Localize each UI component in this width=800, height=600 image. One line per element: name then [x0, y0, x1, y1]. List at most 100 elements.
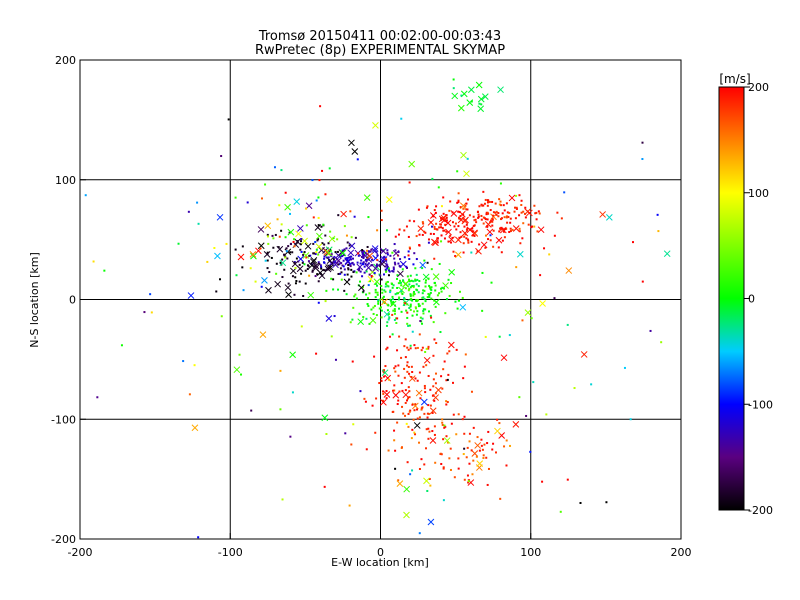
data-point — [285, 247, 288, 250]
data-point — [424, 279, 427, 282]
data-point — [336, 238, 339, 241]
data-point — [376, 284, 379, 287]
data-point — [422, 289, 425, 292]
data-point — [448, 209, 451, 212]
data-point — [187, 210, 190, 213]
data-point — [482, 190, 485, 193]
data-point — [533, 204, 536, 207]
data-point — [411, 428, 414, 431]
data-point-cross — [411, 402, 419, 410]
data-point-cross — [249, 251, 257, 258]
data-point — [484, 335, 487, 338]
data-point — [260, 285, 263, 288]
data-point-cross — [259, 331, 267, 338]
data-point — [283, 254, 286, 257]
data-point — [462, 207, 465, 210]
data-point — [427, 437, 430, 440]
data-point — [468, 440, 471, 443]
data-point — [317, 280, 320, 283]
data-point-cross — [326, 257, 334, 265]
data-point — [291, 251, 294, 254]
data-point — [480, 218, 483, 221]
data-point — [536, 230, 539, 233]
data-point — [429, 388, 432, 391]
data-point — [442, 499, 445, 502]
data-point — [486, 483, 489, 486]
data-point — [300, 272, 303, 275]
data-point — [332, 258, 335, 261]
data-point — [486, 442, 489, 445]
data-point — [451, 236, 454, 239]
data-point — [391, 313, 394, 316]
data-point — [503, 230, 506, 233]
data-point — [409, 286, 412, 289]
data-point-cross — [481, 93, 489, 100]
data-point — [351, 360, 354, 363]
data-point — [361, 253, 364, 256]
data-point — [401, 389, 404, 392]
data-point — [387, 304, 390, 307]
data-point — [394, 365, 397, 368]
data-point — [264, 183, 267, 186]
data-point — [414, 377, 417, 380]
data-point — [503, 209, 506, 212]
data-point — [315, 251, 318, 254]
data-point — [498, 422, 501, 425]
data-point — [380, 219, 383, 222]
data-point — [579, 501, 582, 504]
data-point — [518, 396, 521, 399]
data-point — [427, 238, 430, 241]
data-point — [433, 257, 436, 260]
data-point-cross — [476, 460, 484, 468]
data-point-cross — [335, 257, 342, 265]
data-point — [466, 446, 469, 449]
data-point — [530, 226, 533, 229]
data-point — [408, 306, 411, 309]
data-point — [421, 233, 424, 236]
data-point — [292, 240, 295, 243]
data-point — [374, 291, 377, 294]
data-point — [246, 201, 249, 204]
data-point — [427, 292, 430, 295]
data-point — [458, 236, 461, 239]
data-point — [421, 322, 424, 325]
y-axis-ticks: -200 -100 0 100 200 — [51, 54, 86, 546]
data-point — [445, 230, 448, 233]
data-point — [481, 271, 484, 274]
data-point-cross — [255, 247, 262, 255]
data-point — [377, 299, 380, 302]
data-point — [266, 251, 269, 254]
data-point — [483, 202, 486, 205]
data-point — [347, 256, 350, 259]
x-tick-label: 0 — [377, 546, 384, 559]
data-point — [348, 244, 351, 247]
data-point — [324, 234, 327, 237]
data-point — [514, 206, 517, 209]
x-tick-label: -100 — [218, 546, 243, 559]
data-point-cross — [524, 309, 532, 316]
data-point — [458, 217, 461, 220]
data-point — [92, 260, 95, 263]
data-point — [427, 347, 430, 350]
data-point — [352, 306, 355, 309]
data-point — [381, 297, 384, 300]
data-point-cross — [237, 253, 245, 261]
data-point — [436, 237, 439, 240]
data-point — [279, 261, 282, 264]
data-point-cross — [365, 264, 372, 272]
data-point — [427, 374, 430, 377]
data-point — [433, 399, 436, 402]
data-point — [428, 286, 431, 289]
data-point — [414, 267, 417, 270]
data-point — [451, 211, 454, 214]
data-point — [416, 346, 419, 349]
data-point — [445, 214, 448, 217]
data-point — [391, 298, 394, 301]
data-point — [518, 194, 521, 197]
data-point — [305, 207, 308, 210]
data-point-cross — [419, 261, 427, 269]
data-point — [465, 228, 468, 231]
data-point — [354, 236, 357, 239]
data-point — [495, 213, 498, 216]
data-point — [284, 256, 287, 259]
